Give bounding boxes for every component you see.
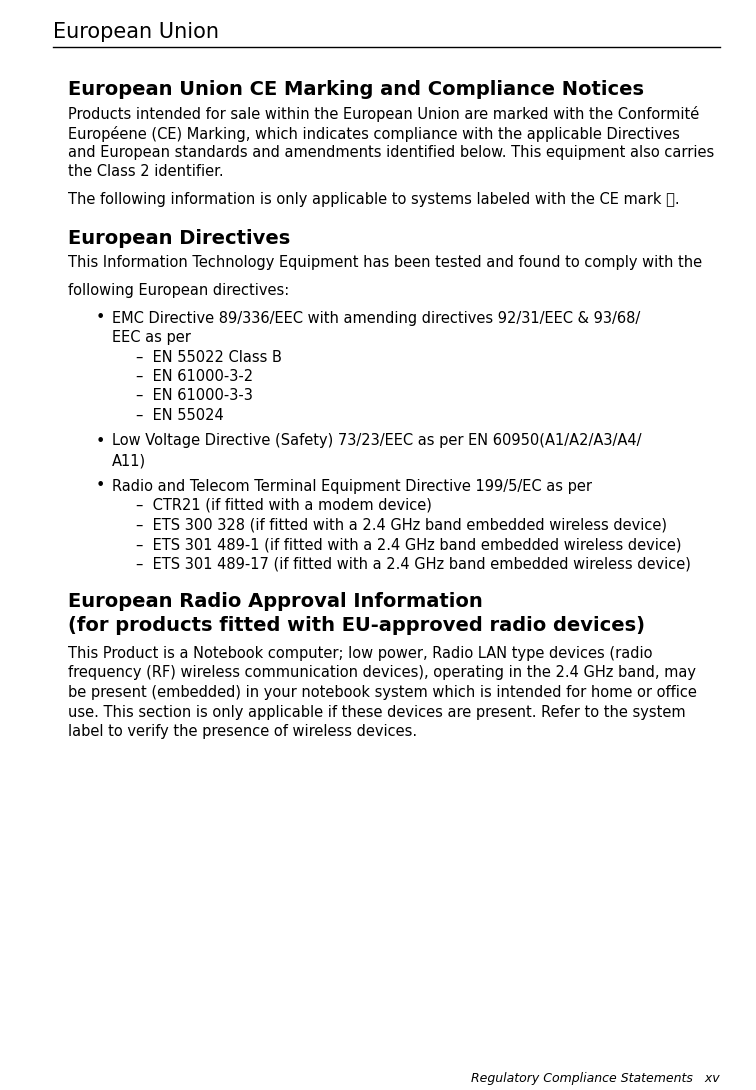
Text: –  EN 55022 Class B: – EN 55022 Class B [136,350,282,364]
Text: –  ETS 300 328 (if fitted with a 2.4 GHz band embedded wireless device): – ETS 300 328 (if fitted with a 2.4 GHz … [136,518,667,533]
Text: (for products fitted with EU-approved radio devices): (for products fitted with EU-approved ra… [68,616,645,635]
Text: •: • [96,434,105,448]
Text: EMC Directive 89/336/EEC with amending directives 92/31/EEC & 93/68/: EMC Directive 89/336/EEC with amending d… [112,311,640,326]
Text: European Radio Approval Information: European Radio Approval Information [68,592,483,611]
Text: This Product is a Notebook computer; low power, Radio LAN type devices (radio: This Product is a Notebook computer; low… [68,646,652,661]
Text: European Union: European Union [53,22,219,43]
Text: •: • [96,311,105,326]
Text: –  EN 61000-3-2: – EN 61000-3-2 [136,370,253,384]
Text: European Union CE Marking and Compliance Notices: European Union CE Marking and Compliance… [68,80,644,99]
Text: be present (embedded) in your notebook system which is intended for home or offi: be present (embedded) in your notebook s… [68,685,697,700]
Text: EEC as per: EEC as per [112,330,191,346]
Text: use. This section is only applicable if these devices are present. Refer to the : use. This section is only applicable if … [68,704,686,719]
Text: Regulatory Compliance Statements   xv: Regulatory Compliance Statements xv [472,1071,720,1085]
Text: –  ETS 301 489-17 (if fitted with a 2.4 GHz band embedded wireless device): – ETS 301 489-17 (if fitted with a 2.4 G… [136,557,691,571]
Text: Radio and Telecom Terminal Equipment Directive 199/5/EC as per: Radio and Telecom Terminal Equipment Dir… [112,479,592,494]
Text: European Directives: European Directives [68,230,290,249]
Text: This Information Technology Equipment has been tested and found to comply with t: This Information Technology Equipment ha… [68,255,702,270]
Text: label to verify the presence of wireless devices.: label to verify the presence of wireless… [68,724,417,739]
Text: –  EN 55024: – EN 55024 [136,408,224,423]
Text: and European standards and amendments identified below. This equipment also carr: and European standards and amendments id… [68,145,714,160]
Text: –  EN 61000-3-3: – EN 61000-3-3 [136,388,253,403]
Text: •: • [96,479,105,494]
Text: following European directives:: following European directives: [68,283,290,298]
Text: Low Voltage Directive (Safety) 73/23/EEC as per EN 60950(A1/A2/A3/A4/: Low Voltage Directive (Safety) 73/23/EEC… [112,434,642,448]
Text: The following information is only applicable to systems labeled with the CE mark: The following information is only applic… [68,192,680,207]
Text: Products intended for sale within the European Union are marked with the Conform: Products intended for sale within the Eu… [68,106,699,122]
Text: frequency (RF) wireless communication devices), operating in the 2.4 GHz band, m: frequency (RF) wireless communication de… [68,666,696,680]
Text: –  CTR21 (if fitted with a modem device): – CTR21 (if fitted with a modem device) [136,498,432,513]
Text: A11): A11) [112,453,146,468]
Text: –  ETS 301 489-1 (if fitted with a 2.4 GHz band embedded wireless device): – ETS 301 489-1 (if fitted with a 2.4 GH… [136,537,681,552]
Text: the Class 2 identifier.: the Class 2 identifier. [68,165,224,180]
Text: Européene (CE) Marking, which indicates compliance with the applicable Directive: Européene (CE) Marking, which indicates … [68,125,680,142]
